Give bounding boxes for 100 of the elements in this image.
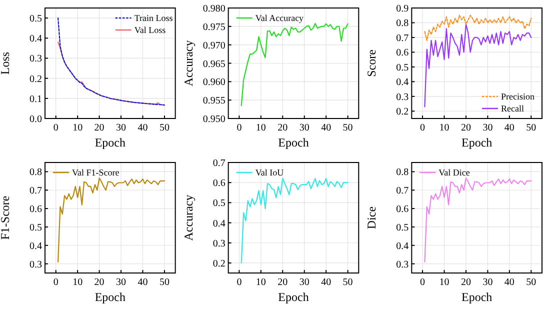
x-tick-label: 40 <box>138 277 148 288</box>
x-tick-label: 40 <box>321 277 332 288</box>
y-tick-label: 0.970 <box>202 40 226 52</box>
y-tick-label: 0.6 <box>396 48 409 59</box>
x-tick-label: 30 <box>116 122 126 134</box>
y-tick-label: 0.6 <box>212 178 226 190</box>
y-tick-label: 0.7 <box>396 32 409 44</box>
y-tick-label: 0.3 <box>30 54 42 65</box>
x-tick-label: 10 <box>72 277 83 288</box>
y-axis-title: Dice <box>364 206 379 230</box>
legend-label: Val Dice <box>438 168 470 178</box>
x-axis-title: Epoch <box>462 136 492 150</box>
x-tick-label: 30 <box>482 122 493 134</box>
x-tick-label: 30 <box>299 122 310 134</box>
y-axis-title: Accuracy <box>181 40 196 86</box>
x-axis-title: Epoch <box>462 290 492 304</box>
line-series <box>424 14 532 41</box>
x-axis-title: Epoch <box>94 136 126 150</box>
y-tick-label: 0.1 <box>30 94 42 105</box>
x-tick-label: 0 <box>53 122 58 134</box>
y-tick-label: 0.5 <box>396 62 409 74</box>
y-tick-label: 0.5 <box>30 14 42 25</box>
x-tick-label: 10 <box>439 277 450 288</box>
x-axis-title: Epoch <box>278 136 309 150</box>
x-axis-title: Epoch <box>94 290 126 304</box>
y-tick-label: 0.960 <box>202 77 226 88</box>
x-tick-label: 10 <box>256 122 266 134</box>
x-tick-label: 30 <box>482 277 493 288</box>
y-tick-label: 0.2 <box>212 258 226 270</box>
y-tick-label: 0.4 <box>212 218 226 230</box>
x-tick-label: 0 <box>420 277 426 288</box>
x-tick-label: 10 <box>256 277 266 288</box>
x-axis-title: Epoch <box>278 290 309 304</box>
y-tick-label: 0.7 <box>30 186 42 197</box>
line-series <box>57 178 166 262</box>
legend-label: Val Loss <box>134 25 166 36</box>
y-tick-label: 0.8 <box>396 167 409 178</box>
y-axis-title: Score <box>364 50 379 77</box>
x-tick-label: 10 <box>72 122 83 134</box>
x-tick-label: 20 <box>94 122 104 134</box>
line-series <box>240 22 348 106</box>
y-tick-label: 0.975 <box>202 22 226 33</box>
x-tick-label: 20 <box>278 122 288 134</box>
x-tick-label: 0 <box>236 277 242 288</box>
legend-label: Val IoU <box>255 168 284 178</box>
y-tick-label: 0.5 <box>396 222 409 234</box>
x-tick-label: 10 <box>439 122 450 134</box>
y-tick-label: 0.2 <box>30 74 42 85</box>
x-tick-label: 20 <box>460 122 471 134</box>
x-tick-label: 50 <box>342 122 353 134</box>
line-series <box>424 178 532 262</box>
y-axis-title: F1-Score <box>0 196 12 240</box>
y-tick-label: 0.3 <box>396 92 409 103</box>
x-tick-label: 20 <box>278 277 288 288</box>
x-tick-label: 50 <box>159 122 170 134</box>
y-tick-label: 0.3 <box>30 259 42 270</box>
y-tick-label: 0.950 <box>202 114 226 125</box>
y-tick-label: 0.8 <box>30 167 42 178</box>
y-tick-label: 0.5 <box>30 222 42 234</box>
legend-label: Recall <box>501 104 524 114</box>
y-tick-label: 0.5 <box>212 198 226 210</box>
legend-label: Val F1-Score <box>72 168 120 178</box>
y-tick-label: 0.2 <box>396 106 409 118</box>
x-tick-label: 40 <box>504 122 514 134</box>
y-tick-label: 0.955 <box>202 96 226 107</box>
y-tick-label: 0.9 <box>396 4 409 14</box>
x-tick-label: 0 <box>236 122 242 134</box>
y-tick-label: 0.4 <box>30 34 42 45</box>
line-series <box>57 42 166 106</box>
x-tick-label: 40 <box>321 122 332 134</box>
x-tick-label: 50 <box>159 277 170 288</box>
x-tick-label: 40 <box>504 277 514 288</box>
y-tick-label: 0.7 <box>212 158 226 169</box>
y-tick-label: 0.8 <box>396 18 409 30</box>
legend-label: Val Accuracy <box>255 13 304 24</box>
y-tick-label: 0.6 <box>396 204 409 216</box>
x-tick-label: 20 <box>94 277 104 288</box>
y-tick-label: 0.0 <box>30 114 42 125</box>
y-axis-title: Loss <box>0 52 12 75</box>
y-tick-label: 0.7 <box>396 186 409 197</box>
y-tick-label: 0.980 <box>202 4 226 14</box>
x-tick-label: 50 <box>526 122 536 134</box>
x-tick-label: 50 <box>342 277 353 288</box>
y-tick-label: 0.3 <box>396 259 409 270</box>
x-tick-label: 30 <box>116 277 126 288</box>
y-tick-label: 0.4 <box>396 240 409 252</box>
y-tick-label: 0.3 <box>212 238 226 250</box>
x-tick-label: 20 <box>460 277 471 288</box>
x-tick-label: 40 <box>138 122 148 134</box>
x-tick-label: 0 <box>420 122 426 134</box>
y-tick-label: 0.4 <box>396 77 409 88</box>
legend-label: Precision <box>501 92 535 102</box>
line-series <box>240 178 348 264</box>
x-tick-label: 0 <box>53 277 58 288</box>
x-tick-label: 30 <box>299 277 310 288</box>
y-tick-label: 0.965 <box>202 58 226 70</box>
legend-label: Train Loss <box>134 13 174 24</box>
y-axis-title: Accuracy <box>181 194 196 241</box>
x-tick-label: 50 <box>526 277 536 288</box>
y-tick-label: 0.6 <box>30 204 42 216</box>
